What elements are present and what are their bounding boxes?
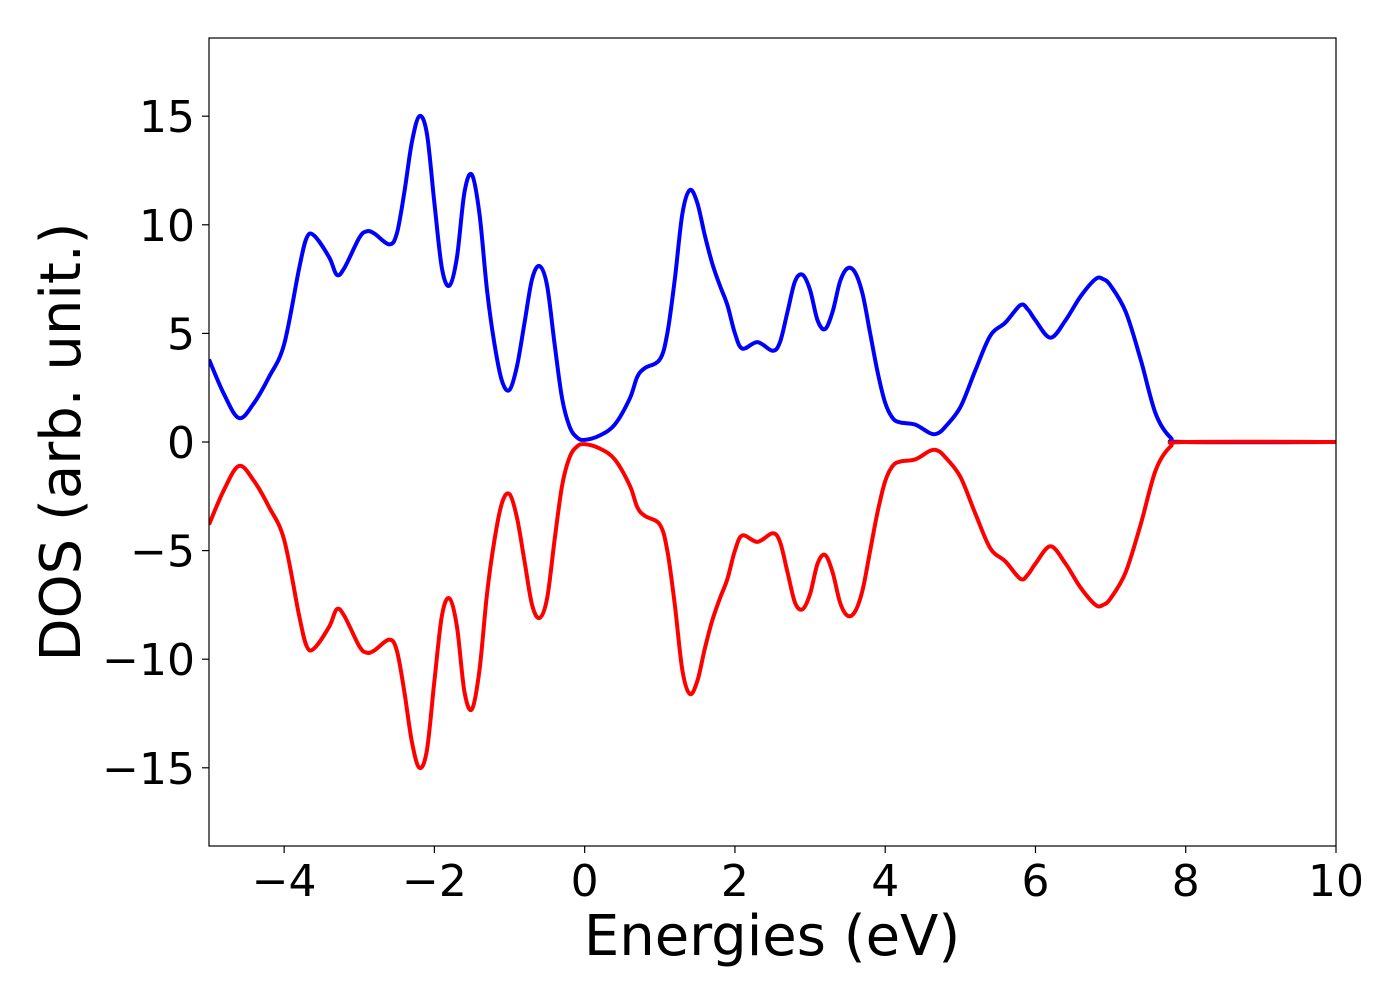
x-tick-label: 6 (1021, 856, 1049, 907)
x-tick-label: 8 (1172, 856, 1200, 907)
x-tick-label: 4 (871, 856, 899, 907)
y-tick-label: −10 (102, 635, 195, 686)
y-tick-label: −5 (130, 527, 195, 578)
x-axis-label: Energies (eV) (584, 904, 960, 969)
plot-area (209, 114, 1336, 770)
y-tick-label: −15 (102, 744, 195, 795)
y-axis-label: DOS (arb. unit.) (29, 222, 94, 661)
y-tick-label: 0 (167, 418, 195, 469)
y-tick-label: 15 (139, 92, 195, 143)
dos-line (209, 439, 1336, 770)
plot-frame (208, 37, 1337, 847)
y-tick-label: 5 (167, 309, 195, 360)
y-tick-label: 10 (139, 201, 195, 252)
x-tick-label: −2 (402, 856, 467, 907)
x-tick-label: 0 (571, 856, 599, 907)
x-tick-label: −4 (252, 856, 317, 907)
x-tick-label: 10 (1308, 856, 1364, 907)
dos-line (209, 114, 1336, 445)
x-tick-label: 2 (721, 856, 749, 907)
